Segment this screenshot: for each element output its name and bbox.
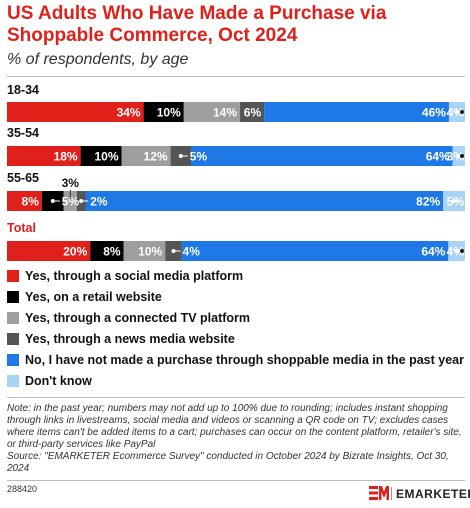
bar-segment bbox=[240, 102, 265, 122]
note-text: Note: in the past year; numbers may not … bbox=[7, 403, 462, 450]
value-label: 5% bbox=[62, 195, 80, 209]
value-label: 6% bbox=[244, 106, 262, 120]
source-text: Source: "EMARKETER Ecommerce Survey" con… bbox=[7, 451, 449, 474]
emarketer-logo: EMARKETER bbox=[369, 484, 470, 504]
bar-segment bbox=[123, 241, 166, 261]
value-label: 5% bbox=[447, 195, 465, 209]
bar-segment bbox=[90, 241, 124, 261]
legend-item: Don't know bbox=[7, 371, 467, 392]
legend-label: No, I have not made a purchase through s… bbox=[25, 353, 464, 367]
value-label: 64% bbox=[421, 245, 445, 259]
value-label: 4% bbox=[447, 106, 465, 120]
bar-segment bbox=[121, 146, 171, 166]
bar-segment bbox=[7, 102, 144, 122]
legend-item: Yes, on a retail website bbox=[7, 287, 467, 308]
value-label: 14% bbox=[213, 106, 237, 120]
value-label: 3% bbox=[447, 150, 465, 164]
bar-segment bbox=[85, 191, 444, 211]
value-label: 10% bbox=[157, 106, 181, 120]
brand-name: EMARKETER bbox=[396, 487, 470, 501]
bar-segment bbox=[264, 102, 449, 122]
label-dot bbox=[460, 154, 464, 158]
legend-swatch bbox=[7, 333, 19, 345]
label-dot bbox=[460, 110, 464, 114]
legend-swatch bbox=[7, 291, 19, 303]
legend-item: No, I have not made a purchase through s… bbox=[7, 350, 467, 371]
title-divider bbox=[7, 76, 465, 77]
value-label: 8% bbox=[22, 195, 40, 209]
legend-label: Yes, through a social media platform bbox=[25, 269, 244, 283]
legend-swatch bbox=[7, 354, 19, 366]
bar-segment bbox=[143, 102, 184, 122]
legend-item: Yes, through a social media platform bbox=[7, 266, 467, 287]
value-label: 12% bbox=[144, 150, 168, 164]
category-label: Total bbox=[7, 221, 36, 235]
bar-segment bbox=[181, 241, 449, 261]
value-label: 20% bbox=[63, 245, 87, 259]
bar-segment bbox=[7, 241, 91, 261]
legend-label: Yes, through a connected TV platform bbox=[25, 311, 251, 325]
bar-segment bbox=[183, 102, 241, 122]
label-dot bbox=[460, 249, 464, 253]
bar-segment bbox=[191, 146, 453, 166]
value-label: 5% bbox=[190, 150, 208, 164]
category-label: 35-54 bbox=[7, 126, 39, 140]
value-label: 10% bbox=[94, 150, 118, 164]
value-label: 3% bbox=[62, 176, 80, 190]
category-label: 18-34 bbox=[7, 83, 39, 97]
bottom-divider bbox=[7, 480, 465, 481]
bar-segment bbox=[80, 146, 122, 166]
chart-id: 288420 bbox=[7, 484, 38, 494]
em-logo-icon bbox=[369, 486, 389, 500]
footer-divider bbox=[7, 397, 465, 398]
chart-note: Note: in the past year; numbers may not … bbox=[7, 403, 465, 475]
chart-subtitle: % of respondents, by age bbox=[7, 51, 189, 68]
legend-label: Yes, through a news media website bbox=[25, 332, 235, 346]
legend-swatch bbox=[7, 375, 19, 387]
bar-segment bbox=[7, 191, 42, 211]
legend-swatch bbox=[7, 312, 19, 324]
bar-segment bbox=[63, 191, 77, 211]
value-label: 18% bbox=[54, 150, 78, 164]
chart-legend: Yes, through a social media platform Yes,… bbox=[7, 266, 467, 392]
legend-item: Yes, through a news media website bbox=[7, 329, 467, 350]
value-label: 46% bbox=[422, 106, 446, 120]
value-label: 10% bbox=[138, 245, 162, 259]
value-label: 82% bbox=[416, 195, 440, 209]
bar-segment bbox=[7, 146, 81, 166]
value-label: 4% bbox=[183, 245, 201, 259]
chart-title: US Adults Who Have Made a Purchase via S… bbox=[7, 3, 387, 46]
value-label: 34% bbox=[117, 106, 141, 120]
value-label: 8% bbox=[103, 245, 121, 259]
legend-label: Don't know bbox=[25, 374, 92, 388]
legend-label: Yes, on a retail website bbox=[25, 290, 162, 304]
value-label: 4% bbox=[447, 245, 465, 259]
value-label: 64% bbox=[426, 150, 450, 164]
legend-swatch bbox=[7, 270, 19, 282]
category-label: 55-65 bbox=[7, 171, 39, 185]
value-label: 2% bbox=[90, 195, 108, 209]
logo-divider bbox=[391, 487, 392, 500]
legend-item: Yes, through a connected TV platform bbox=[7, 308, 467, 329]
